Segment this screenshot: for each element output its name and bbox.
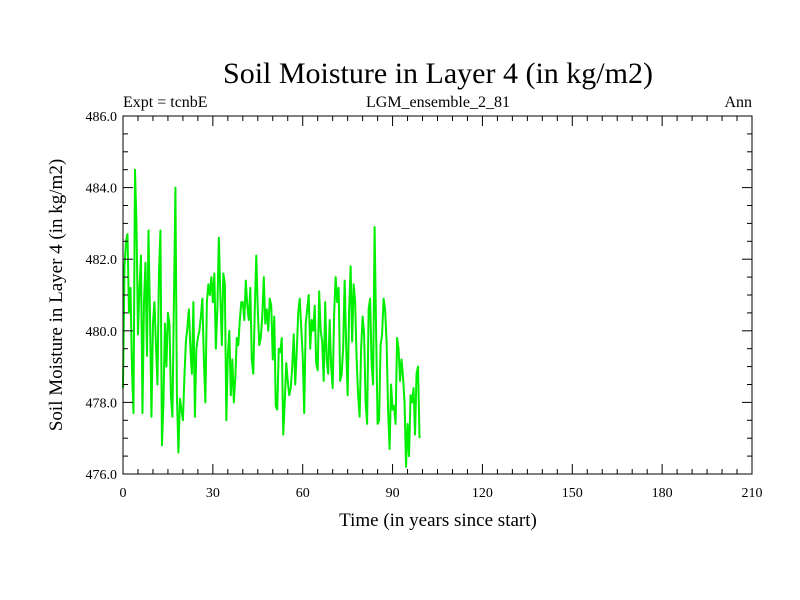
ensemble-label: LGM_ensemble_2_81 bbox=[366, 94, 510, 111]
x-tick-label: 210 bbox=[742, 486, 763, 501]
period-label: Ann bbox=[724, 94, 752, 111]
chart-title: Soil Moisture in Layer 4 (in kg/m2) bbox=[223, 57, 653, 90]
experiment-label: Expt = tcnbE bbox=[123, 94, 208, 111]
y-tick-label: 486.0 bbox=[86, 110, 118, 125]
x-tick-label: 120 bbox=[472, 486, 493, 501]
x-tick-label: 180 bbox=[652, 486, 673, 501]
x-tick-label: 150 bbox=[562, 486, 583, 501]
x-tick-label: 0 bbox=[120, 486, 127, 501]
y-tick-label: 478.0 bbox=[86, 396, 118, 411]
x-tick-label: 60 bbox=[296, 486, 310, 501]
y-tick-label: 476.0 bbox=[86, 468, 118, 483]
x-tick-label: 30 bbox=[206, 486, 220, 501]
x-tick-label: 90 bbox=[386, 486, 400, 501]
y-axis: 476.0 478.0 480.0 482.0 484.0 486.0 bbox=[86, 110, 752, 483]
y-axis-label: Soil Moisture in Layer 4 (in kg/m2) bbox=[46, 159, 67, 431]
y-tick-label: 484.0 bbox=[86, 182, 118, 197]
y-tick-label: 482.0 bbox=[86, 253, 118, 268]
x-axis-label: Time (in years since start) bbox=[339, 510, 537, 531]
y-tick-label: 480.0 bbox=[86, 325, 118, 340]
series-line-soil-moisture bbox=[122, 168, 421, 468]
x-axis: 0 30 60 90 120 150 180 210 bbox=[120, 116, 763, 501]
